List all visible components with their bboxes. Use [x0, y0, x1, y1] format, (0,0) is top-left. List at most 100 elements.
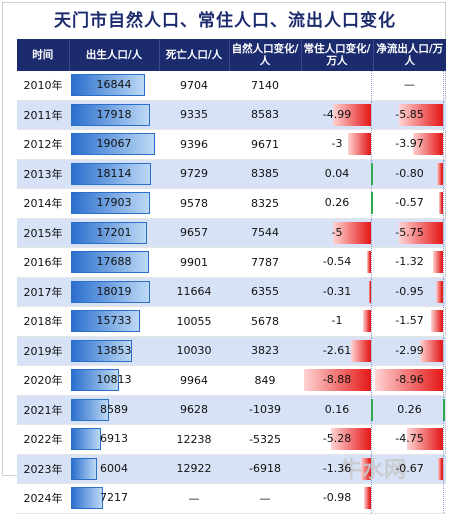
natural-change-cell: 849: [229, 365, 301, 396]
resident-change-value: -1: [331, 314, 343, 327]
birth-value: 17688: [96, 255, 132, 268]
year-cell: 2012年: [17, 129, 69, 160]
birth-bar: [71, 339, 133, 362]
year-cell: 2011年: [17, 100, 69, 130]
birth-cell: 8589: [69, 395, 159, 425]
positive-bar: [371, 192, 373, 214]
negative-bar: [398, 103, 443, 126]
natural-change-cell: 8583: [229, 100, 301, 130]
negative-bar: [431, 310, 443, 332]
outflow-cell: -5.85: [373, 100, 446, 130]
resident-change-cell: -0.98: [301, 483, 373, 514]
negative-bar: [333, 103, 371, 126]
positive-bar: [443, 398, 445, 421]
resident-change-cell: -2.61: [301, 336, 373, 366]
birth-value: 10813: [96, 373, 132, 386]
header-death: 死亡人口/人: [159, 39, 230, 71]
zero-axis: [443, 425, 444, 454]
birth-value: 17918: [96, 107, 132, 121]
outflow-value: -0.95: [395, 284, 424, 298]
natural-change-cell: 5678: [229, 306, 301, 337]
birth-value: 7217: [100, 491, 128, 504]
outflow-value: -3.97: [395, 137, 424, 150]
resident-change-value: -0.31: [322, 284, 352, 298]
positive-bar: [371, 398, 373, 421]
zero-axis: [371, 218, 372, 247]
natural-change-cell: 9671: [229, 129, 301, 160]
outflow-cell: -5.75: [373, 218, 446, 248]
birth-value: 13853: [96, 343, 132, 357]
birth-value: 17201: [96, 225, 132, 239]
table-row: 2016年 17688 9901 7787 -0.54 -1.32: [17, 247, 446, 278]
birth-value: 6913: [100, 432, 128, 445]
resident-change-value: -5: [331, 225, 343, 239]
header-row: 时间 出生人口/人 死亡人口/人 自然人口变化/人 常住人口变化/万人 净流出人…: [17, 39, 446, 71]
birth-bar: [71, 192, 150, 214]
birth-bar: [71, 162, 151, 185]
outflow-cell: -0.95: [373, 277, 446, 307]
outflow-value: -1.57: [395, 314, 424, 327]
zero-axis: [443, 277, 444, 306]
outflow-value: 0.26: [397, 402, 422, 416]
outflow-cell: -4.75: [373, 424, 446, 455]
birth-cell: 18114: [69, 159, 159, 189]
year-cell: 2017年: [17, 277, 69, 307]
negative-bar: [399, 221, 443, 244]
year-cell: 2024年: [17, 483, 69, 514]
birth-cell: 17201: [69, 218, 159, 248]
death-cell: 9396: [159, 129, 229, 160]
header-birth: 出生人口/人: [69, 39, 160, 71]
outflow-cell: -0.67: [373, 454, 446, 484]
natural-change-cell: 7787: [229, 247, 301, 278]
year-cell: 2021年: [17, 395, 69, 425]
resident-change-cell: -0.31: [301, 277, 373, 307]
birth-cell: 17688: [69, 247, 159, 278]
year-cell: 2016年: [17, 247, 69, 278]
birth-bar: [71, 251, 149, 273]
resident-change-value: -3: [331, 137, 343, 150]
birth-cell: 6913: [69, 424, 159, 455]
birth-cell: 13853: [69, 336, 159, 366]
year-cell: 2010年: [17, 71, 69, 101]
birth-cell: 15733: [69, 306, 159, 337]
table-row: 2013年 18114 9729 8385 0.04 -0.80: [17, 159, 446, 189]
death-cell: 10030: [159, 336, 229, 366]
death-cell: 9657: [159, 218, 229, 248]
zero-axis: [371, 307, 372, 336]
resident-change-cell: -5: [301, 218, 373, 248]
death-cell: 11664: [159, 277, 229, 307]
year-cell: 2014年: [17, 188, 69, 219]
year-cell: 2013年: [17, 159, 69, 189]
death-cell: 9901: [159, 247, 229, 278]
zero-axis: [371, 100, 372, 129]
negative-bar: [363, 310, 371, 332]
outflow-value: [373, 484, 446, 513]
outflow-value: -5.85: [395, 107, 424, 121]
outflow-value: -4.75: [395, 432, 424, 445]
outflow-value: -2.99: [395, 343, 424, 357]
watermark-logo: 牛水网: [340, 458, 407, 483]
negative-bar: [348, 133, 371, 155]
year-cell: 2023年: [17, 454, 69, 484]
outflow-cell: —: [373, 71, 446, 101]
birth-bar: [71, 103, 150, 126]
zero-axis: [371, 366, 372, 395]
birth-bar: [71, 398, 109, 421]
birth-bar: [71, 221, 147, 244]
outflow-value: -0.67: [395, 461, 424, 475]
birth-bar: [71, 74, 146, 96]
death-cell: 9704: [159, 71, 229, 101]
positive-bar: [371, 162, 373, 185]
negative-bar: [366, 251, 371, 273]
birth-value: 19067: [96, 137, 132, 150]
resident-change-cell: -3: [301, 129, 373, 160]
resident-change-cell: -5.28: [301, 424, 373, 455]
outflow-value: -5.75: [395, 225, 424, 239]
death-cell: 12922: [159, 454, 229, 484]
table-row: 2014年 17903 9578 8325 0.26 -0.57: [17, 188, 446, 219]
outflow-cell: [373, 483, 446, 514]
negative-bar: [333, 221, 371, 244]
birth-cell: 7217: [69, 483, 159, 514]
resident-change-cell: 0.26: [301, 188, 373, 219]
negative-bar: [375, 369, 443, 391]
